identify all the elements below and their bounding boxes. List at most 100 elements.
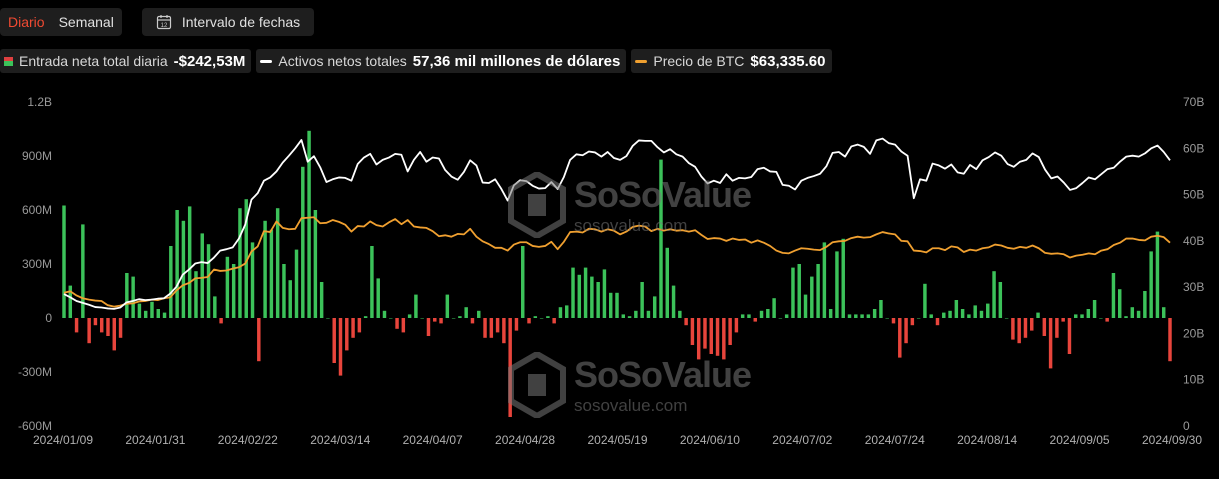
inflow-bar [904,318,908,344]
inflow-bar [112,318,116,351]
inflow-bar [200,233,204,318]
inflow-bar [521,246,525,318]
inflow-bar [740,314,745,318]
inflow-bar [954,300,959,318]
inflow-bar [973,305,977,318]
inflow-bar [948,310,952,318]
right-axis-tick: 60B [1183,141,1204,155]
inflow-bar [357,318,362,333]
inflow-bar [1067,318,1072,354]
inflow-bar [671,285,676,318]
x-axis-tick: 2024/06/10 [680,433,740,447]
inflow-bar [363,316,368,318]
inflow-bar [998,282,1003,318]
inflow-bar [986,303,990,318]
inflow-bar [382,310,387,318]
x-axis-tick: 2024/01/09 [33,433,93,447]
inflow-bar [910,318,915,326]
inflow-bar [1099,318,1103,319]
inflow-bar [420,318,424,319]
inflow-bar [608,292,613,318]
x-axis-tick: 2024/01/31 [125,433,185,447]
legend-price-value: $63,335.60 [750,52,826,70]
inflow-bar [1042,318,1047,336]
inflow-bar [319,282,324,318]
inflow-bar [615,292,619,318]
inflow-bar [1092,300,1097,318]
inflow-bar [728,318,732,345]
inflow-bar [715,318,720,356]
inflow-bar [709,318,713,354]
inflow-bar [1030,318,1034,331]
inflow-bar [753,318,757,322]
inflow-bar [854,314,858,318]
inflow-bar [169,246,173,318]
right-axis-tick: 70B [1183,95,1204,109]
inflow-bar [514,318,519,331]
inflow-bar [213,296,217,318]
inflow-bar [87,318,91,344]
inflow-bar [929,314,933,318]
inflow-bar [156,309,160,318]
inflow-bar [1080,314,1084,318]
inflow-bar [803,294,808,318]
inflow-bar [703,318,707,349]
inflow-bar [533,316,538,318]
left-axis-tick: -600M [18,419,52,433]
inflow-bar [879,300,883,318]
x-axis-tick: 2024/04/07 [403,433,463,447]
inflow-bar [583,267,588,318]
inflow-bar [345,318,349,351]
inflow-swatch-icon [4,56,13,66]
inflow-bar [747,314,751,318]
inflow-bar [125,273,129,318]
inflow-bar [433,318,437,322]
inflow-bar [847,314,852,318]
inflow-bar [621,314,626,318]
inflow-bar [275,208,280,318]
inflow-bar [351,318,355,338]
chart[interactable]: 1.2B 900M 600M 300M 0 -300M -600M 70B 60B 50B 40B 3… [0,90,1219,479]
inflow-bar [326,318,330,319]
inflow-bar [678,310,682,318]
inflow-bar [766,309,770,318]
inflow-bar [282,264,286,318]
left-axis-tick: 0 [45,311,52,325]
tab-daily[interactable]: Diario [8,14,45,30]
inflow-bar [690,318,695,345]
inflow-bar [231,264,236,318]
inflow-bar [338,318,343,376]
inflow-bar [1048,318,1053,369]
tab-weekly[interactable]: Semanal [58,14,114,30]
inflow-bar [470,318,475,324]
inflow-bar [301,166,305,318]
legend-inflow-label: Entrada neta total diaria [19,53,168,69]
inflow-bar [150,301,154,318]
inflow-bar [634,310,638,318]
inflow-bar [596,282,600,318]
inflow-bar [772,298,776,318]
left-axis-tick: 1.2B [27,95,52,109]
legend-inflow-value: -$242,53M [173,52,246,70]
legend-assets[interactable]: Activos netos totales 57,36 mil millones… [256,49,627,73]
legend-inflow[interactable]: Entrada neta total diaria -$242,53M [0,49,252,73]
toolbar: Diario Semanal 12 Intervalo de fechas [0,8,315,38]
date-range-button[interactable]: 12 Intervalo de fechas [141,8,315,36]
inflow-bar [860,314,864,318]
inflow-bar [992,271,996,318]
x-axis-tick: 2024/02/22 [218,433,278,447]
inflow-bar [778,318,783,319]
inflow-bar [539,318,544,319]
inflow-bar [508,318,512,417]
legend-price[interactable]: Precio de BTC $63,335.60 [631,49,832,73]
inflow-bar [841,238,845,318]
left-axis-tick: 600M [22,203,52,217]
x-axis-tick: 2024/09/05 [1050,433,1110,447]
inflow-bar [175,210,179,318]
inflow-bar [696,318,701,360]
inflow-bar [187,206,192,318]
assets-swatch-icon [260,59,273,63]
inflow-bar [206,244,211,318]
inflow-bar [1155,231,1160,318]
inflow-bar [722,318,726,360]
